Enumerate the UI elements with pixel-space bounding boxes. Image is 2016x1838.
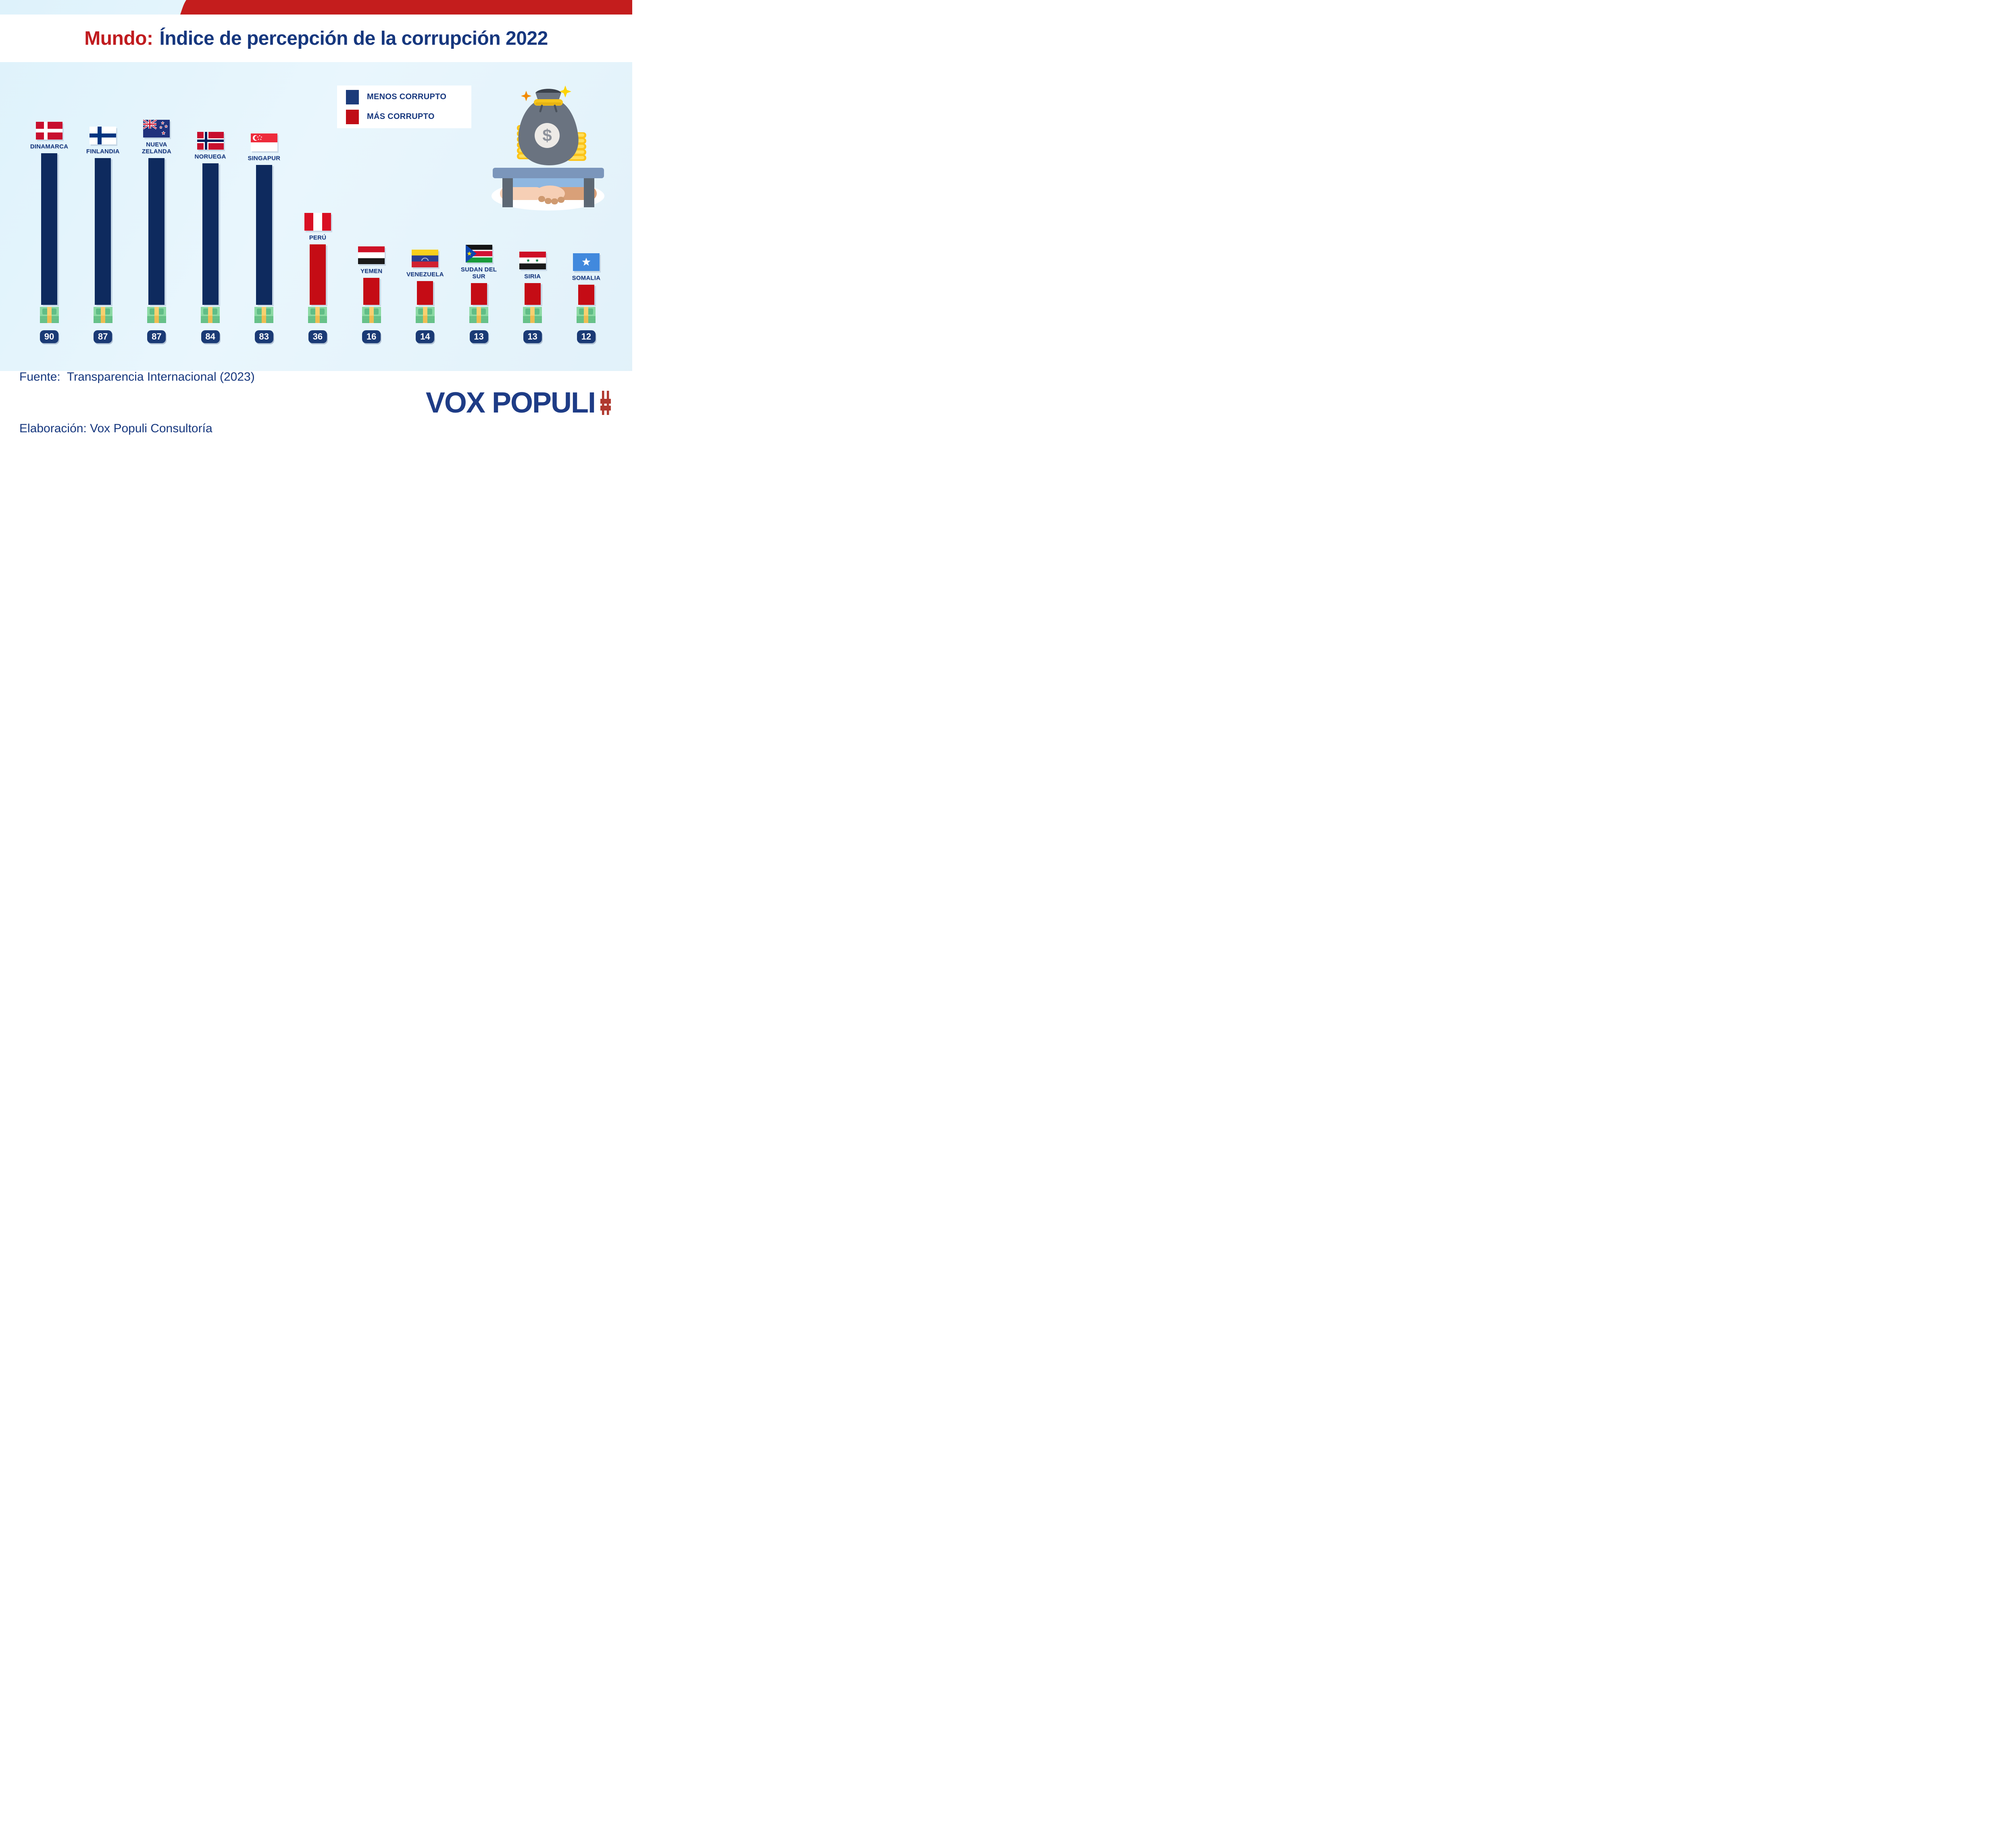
country-column: SINGAPUR 83 xyxy=(238,133,290,343)
money-stack-icon xyxy=(201,307,220,323)
legend-item-more-corrupt: MÁS CORRUPTO xyxy=(346,109,471,124)
bribery-illustration: $ xyxy=(492,85,604,210)
value-badge: 83 xyxy=(254,330,273,343)
value-bar xyxy=(417,281,433,305)
value-badge: 16 xyxy=(362,330,381,343)
value-badge: 13 xyxy=(523,330,542,343)
value-bar xyxy=(148,158,165,305)
money-stack-icon xyxy=(40,307,59,323)
legend: MENOS CORRUPTO MÁS CORRUPTO xyxy=(337,85,471,128)
value-badge: 87 xyxy=(94,330,112,343)
legend-label: MÁS CORRUPTO xyxy=(367,112,435,121)
value-badge: 13 xyxy=(469,330,488,343)
country-column: FINLANDIA 87 xyxy=(77,126,129,343)
money-stack-icon xyxy=(523,307,542,323)
country-column: YEMEN 16 xyxy=(346,246,397,343)
value-bar xyxy=(95,158,111,305)
country-column: DINAMARCA 90 xyxy=(23,121,75,343)
money-stack-icon xyxy=(93,307,112,323)
money-stack-icon xyxy=(308,307,327,323)
country-column: SIRIA 13 xyxy=(507,251,558,343)
infographic-canvas: Mundo: Índice de percepción de la corrupc… xyxy=(0,0,632,435)
no-flag-icon xyxy=(197,131,224,150)
sy-flag-icon xyxy=(519,251,546,269)
value-bar xyxy=(41,153,57,305)
dk-flag-icon xyxy=(36,121,62,140)
ye-flag-icon xyxy=(358,246,385,264)
bar-chart: DINAMARCA 90 FINLANDIA 87 NUEVA ZELANDA 8… xyxy=(23,119,612,343)
source-text: Fuente: Transparencia Internacional (202… xyxy=(19,370,255,383)
country-column: SUDAN DEL SUR 13 xyxy=(453,244,505,343)
value-badge: 84 xyxy=(201,330,220,343)
source-block: Fuente: Transparencia Internacional (202… xyxy=(19,334,255,472)
value-badge: 12 xyxy=(577,330,596,343)
value-badge: 36 xyxy=(308,330,327,343)
value-bar xyxy=(363,278,380,305)
footer: Fuente: Transparencia Internacional (202… xyxy=(0,370,632,435)
so-flag-icon xyxy=(573,253,600,271)
country-label: VENEZUELA xyxy=(406,271,444,278)
country-column: PERÚ 36 xyxy=(292,213,344,343)
svg-text:$: $ xyxy=(542,126,552,145)
country-label: FINLANDIA xyxy=(86,148,120,155)
navy-swatch-icon xyxy=(346,90,359,104)
legend-item-less-corrupt: MENOS CORRUPTO xyxy=(346,90,471,104)
legend-label: MENOS CORRUPTO xyxy=(367,92,447,101)
red-swatch-icon xyxy=(346,109,359,124)
money-bag-icon: $ xyxy=(518,89,579,165)
country-column: NORUEGA 84 xyxy=(185,131,236,343)
country-label: PERÚ xyxy=(309,234,327,241)
table-icon xyxy=(493,168,604,192)
elaboration-text: Elaboración: Vox Populi Consultoría xyxy=(19,421,212,435)
title-text: Índice de percepción de la corrupción 20… xyxy=(159,27,548,49)
money-stack-icon xyxy=(469,307,488,323)
nz-flag-icon xyxy=(143,119,170,138)
ve-flag-icon xyxy=(412,249,439,267)
country-label: NORUEGA xyxy=(194,153,226,160)
value-bar xyxy=(524,283,541,305)
sparkle-icon xyxy=(559,85,571,98)
money-stack-icon xyxy=(362,307,381,323)
country-column: SOMALIA 12 xyxy=(560,253,612,343)
value-bar xyxy=(471,283,487,305)
value-bar xyxy=(309,244,326,305)
country-label: NUEVA ZELANDA xyxy=(142,141,171,155)
value-badge: 14 xyxy=(416,330,435,343)
money-stack-icon xyxy=(254,307,274,323)
value-bar xyxy=(256,165,272,305)
sparkle-icon xyxy=(521,91,531,101)
fi-flag-icon xyxy=(90,126,117,144)
table-legs xyxy=(502,178,594,207)
country-label: DINAMARCA xyxy=(30,143,69,150)
money-stack-icon xyxy=(415,307,435,323)
red-accent-shape xyxy=(180,0,632,15)
country-label: SIRIA xyxy=(524,273,541,280)
title-prefix: Mundo: xyxy=(84,27,153,49)
value-badge: 90 xyxy=(40,330,58,343)
country-label: YEMEN xyxy=(360,267,383,275)
country-column: VENEZUELA 14 xyxy=(399,249,451,343)
money-stack-icon xyxy=(577,307,596,323)
logo-text: VOX POPULI xyxy=(425,387,596,419)
country-label: SINGAPUR xyxy=(248,154,281,162)
sg-flag-icon xyxy=(250,133,277,151)
title-band: Mundo: Índice de percepción de la corrupc… xyxy=(0,15,632,62)
country-label: SOMALIA xyxy=(572,274,601,281)
country-label: SUDAN DEL SUR xyxy=(460,266,497,280)
pe-flag-icon xyxy=(304,213,331,231)
country-column: NUEVA ZELANDA 87 xyxy=(131,119,182,343)
vox-populi-logo: VOX POPULI xyxy=(426,386,611,419)
money-stack-icon xyxy=(147,307,166,323)
value-badge: 87 xyxy=(147,330,166,343)
hashtag-icon xyxy=(600,391,611,415)
page-title: Mundo: Índice de percepción de la corrupc… xyxy=(84,27,548,50)
value-bar xyxy=(202,163,219,305)
value-bar xyxy=(578,285,594,305)
ss-flag-icon xyxy=(465,244,492,263)
